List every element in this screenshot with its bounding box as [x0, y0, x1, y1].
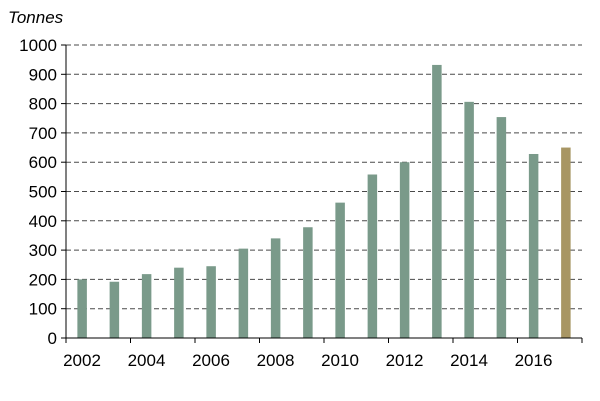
y-tick-label: 1000	[19, 36, 57, 55]
x-tick-label: 2014	[450, 351, 488, 370]
bar-2013	[432, 64, 442, 338]
y-tick-label: 600	[29, 153, 57, 172]
x-tick-label: 2010	[321, 351, 359, 370]
x-tick-label: 2008	[257, 351, 295, 370]
gridlines	[66, 44, 582, 310]
y-tick-label: 400	[29, 212, 57, 231]
x-tick-label: 2012	[386, 351, 424, 370]
bar-2014	[464, 101, 474, 338]
bar-2008	[270, 238, 281, 338]
bar-2015	[496, 117, 507, 338]
y-axis-ticks: 0 100 200 300 400 500 600 700 800 900 1000	[19, 36, 66, 348]
bar-2003	[109, 281, 120, 338]
bar-2016	[528, 153, 539, 338]
y-tick-label: 900	[29, 65, 57, 84]
bar-2002	[77, 279, 87, 338]
y-tick-label: 500	[29, 183, 57, 202]
bar-2004	[141, 274, 152, 338]
bar-2005	[174, 267, 184, 338]
y-tick-label: 700	[29, 124, 57, 143]
bar-2009	[303, 227, 313, 338]
y-axis-unit-label: Tonnes	[8, 8, 64, 27]
y-tick-label: 800	[29, 95, 57, 114]
bar-2007	[238, 248, 249, 338]
bars	[77, 64, 571, 338]
y-tick-label: 300	[29, 241, 57, 260]
bar-2011	[367, 174, 378, 338]
y-tick-label: 200	[29, 270, 57, 289]
bar-2012	[399, 162, 410, 338]
bar-2017	[561, 147, 571, 338]
x-tick-label: 2016	[515, 351, 553, 370]
x-tick-label: 2002	[63, 351, 101, 370]
y-tick-label: 0	[48, 329, 57, 348]
y-tick-label: 100	[29, 300, 57, 319]
x-axis-ticks: 2002 2004 2006 2008 2010 2012 2014 2016	[63, 338, 583, 370]
x-tick-label: 2006	[192, 351, 230, 370]
bar-2006	[206, 266, 216, 338]
x-tick-label: 2004	[128, 351, 166, 370]
bar-2010	[335, 202, 345, 338]
